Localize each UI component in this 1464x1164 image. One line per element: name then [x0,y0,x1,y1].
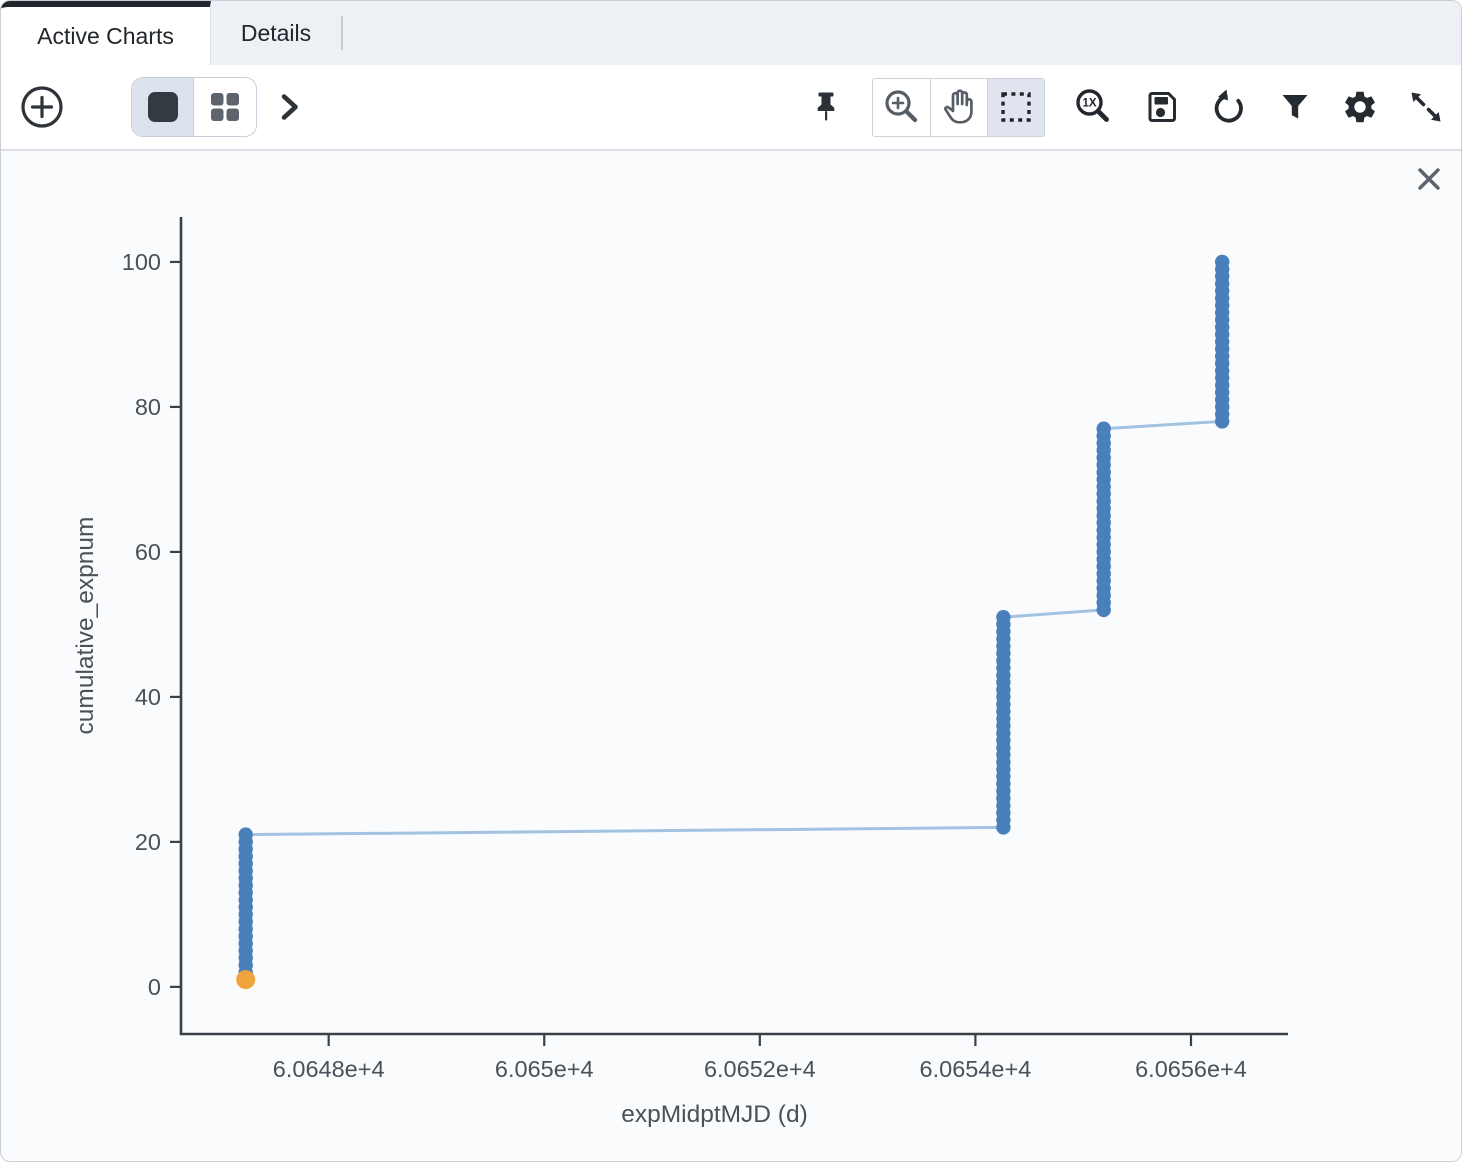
restore-arrow-icon [1209,87,1249,127]
zoom-original-button[interactable]: 1X [1073,86,1115,128]
pushpin-icon [808,89,844,125]
x-tick-label: 6.0654e+4 [920,1056,1032,1082]
chart-mode-toggle [872,77,1045,137]
hand-icon [938,86,980,128]
x-tick-label: 6.0648e+4 [273,1056,385,1082]
y-tick-label: 40 [135,684,161,710]
grid-squares-icon [207,89,243,125]
show-more-charts-button[interactable] [273,91,305,123]
y-axis-title: cumulative_expnum [72,517,99,735]
y-tick-label: 20 [135,829,161,855]
magnifier-plus-icon [881,86,923,128]
zoom-mode-button[interactable] [873,79,930,136]
floppy-disk-icon [1143,88,1181,126]
svg-text:1X: 1X [1082,98,1096,110]
chevron-right-icon [273,91,305,123]
close-chart-button[interactable] [1413,163,1445,195]
chart-plot-area[interactable]: 0 20 40 60 80 100 6.0648e+4 6.065e+4 6.0652e+4 6.… [1,151,1462,1162]
gear-icon [1341,88,1379,126]
plus-circle-icon [19,84,65,130]
tab-active-charts[interactable]: Active Charts [1,1,211,65]
data-point[interactable] [238,827,253,842]
x-axis-title: expMidptMJD (d) [621,1101,808,1128]
axis-lines [179,217,1288,1036]
single-square-icon [145,89,181,125]
expand-arrows-icon [1407,88,1445,126]
single-chart-view-button[interactable] [132,78,194,136]
close-icon [1413,163,1445,195]
data-point[interactable] [1096,421,1111,436]
select-mode-button[interactable] [987,78,1044,136]
y-tick-label: 60 [135,539,161,565]
add-chart-button[interactable] [19,84,65,130]
chart-settings-button[interactable] [1341,88,1379,126]
x-tick-label: 6.065e+4 [495,1056,594,1082]
expand-chart-button[interactable] [1407,88,1445,126]
save-chart-button[interactable] [1143,88,1181,126]
data-point[interactable] [996,610,1011,625]
data-point[interactable] [1215,254,1230,270]
y-tick-label: 100 [122,249,161,275]
series-line [244,261,1224,980]
x-tick-label: 6.0652e+4 [704,1056,816,1082]
chart-panel: 0 20 40 60 80 100 6.0648e+4 6.065e+4 6.0652e+4 6.… [1,151,1461,1161]
pan-mode-button[interactable] [930,78,987,136]
tab-details-label: Details [240,19,312,46]
restore-chart-button[interactable] [1209,87,1249,127]
magnifier-1x-icon: 1X [1073,86,1115,128]
tab-divider [341,16,343,50]
toolbar-right-group: 1X [808,77,1445,137]
dashed-rectangle-icon [996,87,1036,127]
chart-layout-toggle [131,77,257,137]
filter-chart-button[interactable] [1277,89,1313,125]
y-tick-label: 0 [148,974,161,1000]
multi-chart-view-button[interactable] [194,78,256,136]
tab-active-charts-label: Active Charts [37,22,174,49]
chart-toolbar: 1X [1,65,1461,151]
tab-bar: Active Charts Details [1,1,1461,65]
tab-details[interactable]: Details [211,1,341,65]
highlighted-data-point[interactable] [236,970,256,990]
x-tick-label: 6.0656e+4 [1135,1056,1247,1082]
funnel-icon [1277,89,1313,125]
pin-chart-button[interactable] [808,89,844,125]
y-tick-label: 80 [135,394,161,420]
